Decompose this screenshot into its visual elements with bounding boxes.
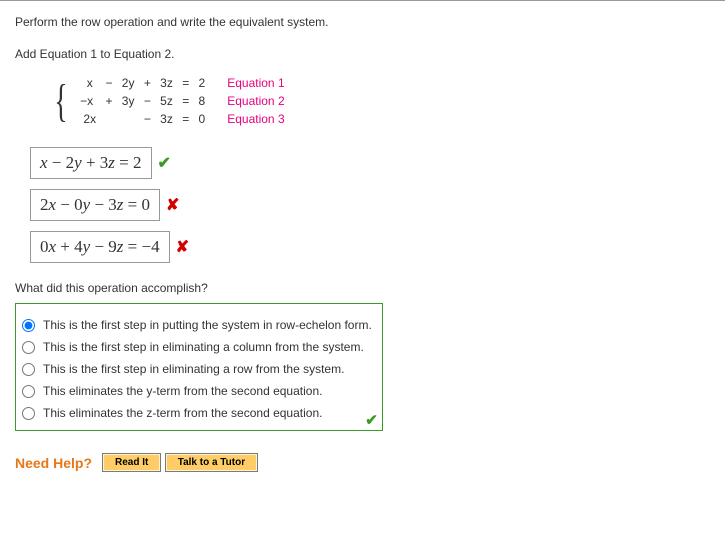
system-cell	[100, 111, 118, 127]
system-row: 2x − 3z = 0Equation 3	[78, 111, 287, 127]
system-cell: 2x	[78, 111, 98, 127]
option-text: This is the first step in putting the sy…	[43, 318, 372, 332]
system-cell: 3z	[158, 111, 175, 127]
cross-icon: ✘	[176, 237, 189, 257]
system-cell: 0	[197, 111, 208, 127]
system-cell: −	[138, 93, 156, 109]
option-row[interactable]: This is the first step in eliminating a …	[22, 362, 372, 376]
options-panel: This is the first step in putting the sy…	[15, 303, 383, 431]
equation-label: Equation 3	[209, 111, 286, 127]
system-row: −x + 3y − 5z = 8Equation 2	[78, 93, 287, 109]
system-cell: 5z	[158, 93, 175, 109]
option-radio[interactable]	[22, 407, 35, 420]
system-cell: −	[100, 75, 118, 91]
system-table: x − 2y + 3z = 2Equation 1 −x + 3y − 5z = …	[76, 73, 289, 129]
equation-system: { x − 2y + 3z = 2Equation 1 −x + 3y − 5z …	[50, 73, 710, 129]
system-cell: 2y	[120, 75, 137, 91]
equation-label: Equation 1	[209, 75, 286, 91]
read-it-button[interactable]: Read It	[102, 453, 161, 472]
need-help-label: Need Help?	[15, 455, 92, 471]
option-text: This eliminates the y-term from the seco…	[43, 384, 322, 398]
option-radio[interactable]	[22, 341, 35, 354]
option-radio[interactable]	[22, 363, 35, 376]
option-radio[interactable]	[22, 319, 35, 332]
answer-row: 2x − 0y − 3z = 0 ✘	[30, 189, 710, 221]
system-cell: 8	[197, 93, 208, 109]
option-radio[interactable]	[22, 385, 35, 398]
system-cell: −x	[78, 93, 98, 109]
system-cell: x	[78, 75, 98, 91]
talk-to-a-tutor-button[interactable]: Talk to a Tutor	[165, 453, 258, 472]
help-row: Need Help? Read It Talk to a Tutor	[15, 453, 710, 472]
system-cell: =	[177, 111, 195, 127]
option-text: This is the first step in eliminating a …	[43, 340, 364, 354]
system-cell: 2	[197, 75, 208, 91]
answer-input[interactable]: 2x − 0y − 3z = 0	[30, 189, 160, 221]
answer-input[interactable]: x − 2y + 3z = 2	[30, 147, 152, 179]
system-cell: −	[138, 111, 156, 127]
option-row[interactable]: This eliminates the y-term from the seco…	[22, 384, 372, 398]
check-icon: ✔	[365, 411, 378, 429]
option-text: This eliminates the z-term from the seco…	[43, 406, 322, 420]
option-row[interactable]: This is the first step in eliminating a …	[22, 340, 372, 354]
left-brace-icon: {	[54, 78, 67, 124]
option-row[interactable]: This eliminates the z-term from the seco…	[22, 406, 372, 420]
option-text: This is the first step in eliminating a …	[43, 362, 344, 376]
system-cell: +	[100, 93, 118, 109]
system-cell: =	[177, 75, 195, 91]
answer-row: 0x + 4y − 9z = −4 ✘	[30, 231, 710, 263]
answer-input[interactable]: 0x + 4y − 9z = −4	[30, 231, 170, 263]
system-cell: +	[138, 75, 156, 91]
option-row[interactable]: This is the first step in putting the sy…	[22, 318, 372, 332]
equation-label: Equation 2	[209, 93, 286, 109]
answer-row: x − 2y + 3z = 2 ✔	[30, 147, 710, 179]
followup-question: What did this operation accomplish?	[15, 281, 710, 295]
system-cell: 3y	[120, 93, 137, 109]
check-icon: ✔	[158, 153, 171, 173]
question-prompt: Perform the row operation and write the …	[15, 15, 710, 29]
system-row: x − 2y + 3z = 2Equation 1	[78, 75, 287, 91]
system-cell	[120, 111, 137, 127]
sub-prompt: Add Equation 1 to Equation 2.	[15, 47, 710, 61]
system-cell: =	[177, 93, 195, 109]
cross-icon: ✘	[166, 195, 179, 215]
system-cell: 3z	[158, 75, 175, 91]
